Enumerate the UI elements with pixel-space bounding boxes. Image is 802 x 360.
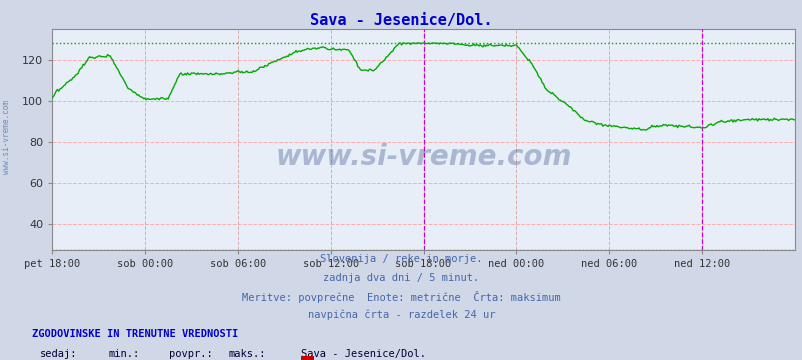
Text: www.si-vreme.com: www.si-vreme.com — [275, 143, 571, 171]
Text: Sava - Jesenice/Dol.: Sava - Jesenice/Dol. — [310, 13, 492, 28]
Text: Slovenija / reke in morje.: Slovenija / reke in morje. — [320, 254, 482, 264]
Text: zadnja dva dni / 5 minut.: zadnja dva dni / 5 minut. — [323, 273, 479, 283]
Text: ZGODOVINSKE IN TRENUTNE VREDNOSTI: ZGODOVINSKE IN TRENUTNE VREDNOSTI — [32, 329, 238, 339]
Text: navpična črta - razdelek 24 ur: navpična črta - razdelek 24 ur — [307, 310, 495, 320]
Text: www.si-vreme.com: www.si-vreme.com — [2, 100, 11, 174]
Text: maks.:: maks.: — [229, 349, 266, 359]
Text: Meritve: povprečne  Enote: metrične  Črta: maksimum: Meritve: povprečne Enote: metrične Črta:… — [242, 291, 560, 303]
Text: sedaj:: sedaj: — [40, 349, 78, 359]
Text: min.:: min.: — [108, 349, 140, 359]
Text: Sava - Jesenice/Dol.: Sava - Jesenice/Dol. — [301, 349, 426, 359]
Text: povpr.:: povpr.: — [168, 349, 212, 359]
